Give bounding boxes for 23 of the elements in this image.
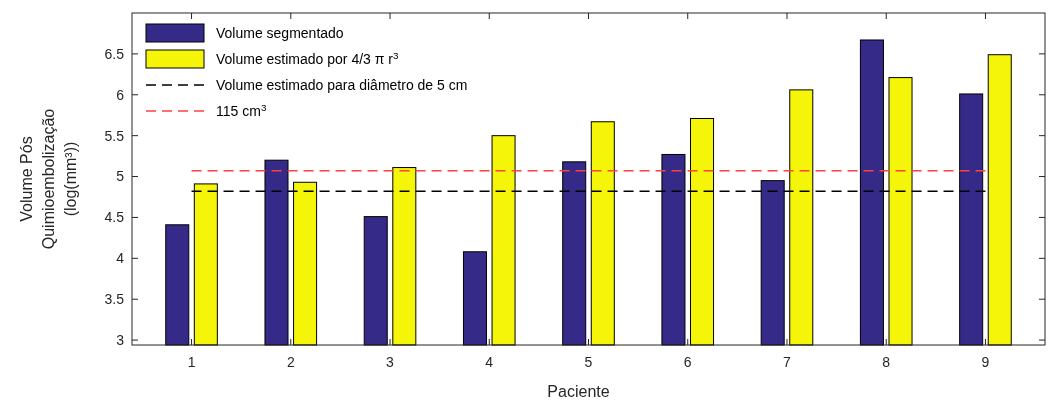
- y-tick-label: 4: [116, 250, 125, 267]
- x-axis-title: Paciente: [547, 383, 610, 400]
- y-tick-label: 3: [116, 331, 125, 348]
- y-tick-label: 3.5: [104, 291, 125, 308]
- y-tick-label: 6.5: [104, 45, 125, 62]
- y-tick-label: 5: [116, 168, 125, 185]
- x-tick-label: 6: [683, 354, 692, 370]
- y-tick-label: 4.5: [104, 209, 125, 226]
- x-tick-label: 4: [485, 354, 494, 370]
- y-tick-label: 5.5: [104, 127, 125, 144]
- x-tick-label: 1: [187, 354, 196, 370]
- x-tick-label: 2: [286, 354, 295, 370]
- legend-label: Volume segmentado: [216, 25, 344, 41]
- legend-label: Volume estimado por 4/3 π r$^{3}$: [216, 49, 399, 67]
- y-axis-title: Volume Pós Quimioembolização (log(mm³)): [18, 108, 79, 250]
- x-tick-label: 5: [584, 354, 593, 370]
- x-tick-label: 3: [386, 354, 395, 370]
- x-tick-label: 7: [783, 354, 792, 370]
- x-tick-label: 9: [981, 354, 990, 370]
- legend-label: 115 cm$^{3}$: [216, 101, 267, 119]
- legend-label: Volume estimado para diâmetro de 5 cm: [216, 77, 468, 93]
- x-tick-label: 8: [882, 354, 891, 370]
- y-tick-label: 6: [116, 86, 125, 103]
